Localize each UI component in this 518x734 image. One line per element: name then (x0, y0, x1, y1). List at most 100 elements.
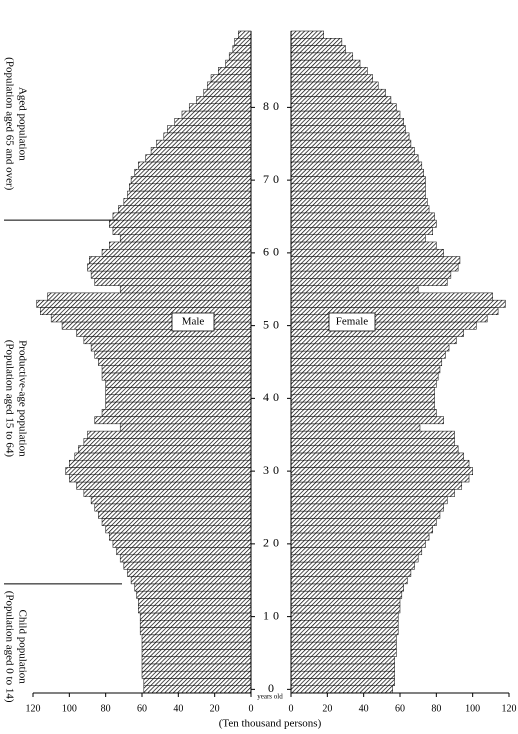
bar (163, 132, 252, 141)
bar (290, 132, 410, 141)
bar (109, 219, 252, 228)
x-tick-label: 40 (173, 703, 183, 714)
bar (290, 430, 455, 439)
bar (109, 532, 252, 541)
bar (290, 656, 395, 665)
bar (290, 598, 401, 606)
bar (130, 576, 252, 585)
bar (290, 67, 368, 75)
bar (290, 539, 426, 548)
bar (98, 358, 252, 366)
bar (94, 416, 252, 425)
bar (290, 125, 406, 134)
bar (290, 372, 439, 381)
bar (290, 96, 392, 104)
bar (181, 110, 252, 119)
bar (105, 379, 252, 388)
bar (290, 270, 452, 279)
bar (290, 52, 354, 61)
bar (290, 459, 470, 468)
bar (290, 161, 423, 170)
bar (76, 329, 252, 337)
bar (112, 227, 252, 235)
bar (290, 547, 423, 556)
bar (290, 321, 477, 330)
bar (290, 387, 435, 395)
bar (290, 438, 455, 446)
x-tick-label: 100 (62, 703, 77, 714)
x-axis-label: (Ten thousand persons) (219, 718, 322, 730)
bar (290, 401, 435, 410)
bar (290, 532, 430, 541)
bar (290, 336, 457, 345)
bar (290, 474, 470, 483)
bar (290, 605, 401, 614)
bar (290, 299, 506, 308)
bar (134, 168, 252, 177)
group-sublabel: (Population aged 0 to 14) (3, 591, 15, 703)
bar (290, 489, 455, 497)
bar (290, 45, 346, 54)
bar (150, 147, 252, 155)
bar (123, 198, 252, 206)
bar (138, 161, 252, 170)
bar (290, 583, 404, 592)
bar (290, 285, 419, 294)
x-tick-label: 80 (101, 703, 111, 714)
bar (290, 518, 437, 526)
bar (141, 634, 252, 643)
bar (139, 620, 252, 628)
bar (130, 176, 252, 185)
bar (188, 103, 252, 112)
bar (210, 74, 252, 83)
bar (69, 459, 252, 468)
bar (119, 423, 252, 432)
bar (98, 510, 252, 519)
bar (290, 561, 415, 570)
bar (101, 518, 252, 526)
y-tick-label: 10 (263, 608, 283, 622)
bar (94, 278, 252, 286)
bar (74, 452, 252, 461)
group-sublabel: (Population aged 65 and over) (3, 57, 15, 191)
bar (290, 103, 397, 112)
bar (101, 409, 252, 417)
bar (232, 45, 252, 54)
bar (290, 234, 426, 243)
bar (290, 263, 459, 272)
bar (290, 641, 397, 650)
bar (290, 394, 435, 403)
group-label: Productive-age population (16, 340, 28, 457)
bar (101, 372, 252, 381)
bar (143, 678, 252, 686)
bar (290, 88, 386, 97)
bar (290, 248, 444, 257)
bar (141, 656, 252, 665)
bar (290, 358, 443, 366)
bar (290, 256, 461, 265)
bar (141, 670, 252, 679)
y-tick-label: 60 (263, 245, 283, 259)
bar (90, 496, 252, 505)
bar (138, 605, 252, 614)
bar (50, 314, 252, 323)
bar (290, 409, 437, 417)
x-tick-label: 0 (289, 703, 294, 714)
bar (290, 590, 403, 599)
legend-box (171, 312, 215, 332)
bar (112, 212, 252, 221)
x-tick-label: 120 (26, 703, 41, 714)
bar (290, 685, 393, 694)
bar (290, 627, 399, 636)
bar (136, 590, 252, 599)
bar (36, 299, 252, 308)
bar (141, 649, 252, 657)
bar (290, 452, 464, 461)
y-tick-label: 70 (263, 172, 283, 186)
bar (105, 394, 252, 403)
y-axis-label: years old (257, 693, 283, 701)
bar (116, 547, 252, 556)
bar (129, 183, 252, 192)
bar (83, 489, 252, 497)
bar (290, 525, 433, 534)
